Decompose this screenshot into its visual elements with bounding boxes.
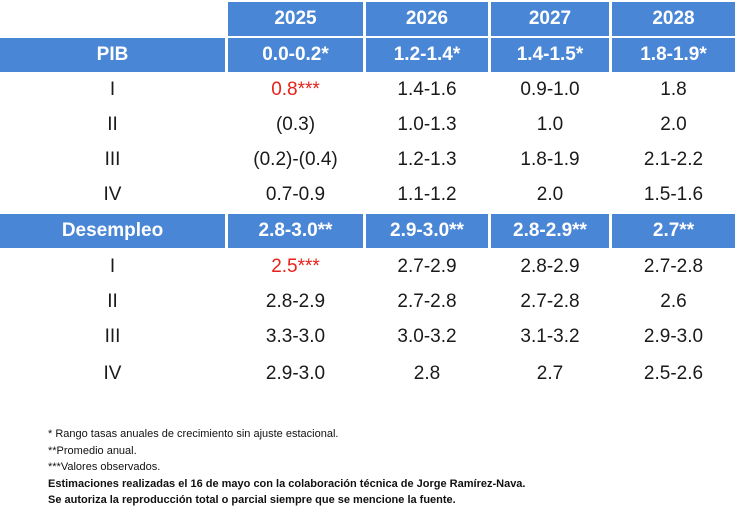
table-cell: 2.8-2.9	[265, 291, 326, 312]
pib-annual: 0.0-0.2*	[228, 38, 363, 72]
desempleo-header-row: Desempleo 2.8-3.0** 2.9-3.0** 2.8-2.9** …	[0, 214, 735, 248]
quarter-label: III	[104, 326, 121, 347]
observed-value: 2.5***	[271, 256, 320, 277]
table-cell: 2.8-2.9	[520, 256, 580, 277]
footnote-range: * Rango tasas anuales de crecimiento sin…	[48, 428, 339, 440]
quarter-label: I	[109, 79, 116, 100]
table-cell: 2.9-3.0	[643, 326, 704, 347]
table-cell: 2.7-2.8	[643, 256, 704, 277]
footnote-reproduction: Se autoriza la reproducción total o parc…	[48, 494, 456, 506]
table-cell: 2.7-2.8	[397, 291, 457, 312]
table-cell: 2.1-2.2	[643, 149, 704, 170]
table-row: I 2.5*** 2.7-2.9 2.8-2.9 2.7-2.8	[0, 250, 735, 284]
table-row: III 3.3-3.0 3.0-3.2 3.1-3.2 2.9-3.0	[0, 320, 735, 354]
quarter-label: II	[107, 291, 118, 312]
quarter-label: IV	[103, 184, 122, 205]
table-cell: 3.3-3.0	[265, 326, 326, 347]
pib-annual: 1.2-1.4*	[366, 38, 488, 72]
table-row: III (0.2)-(0.4) 1.2-1.3 1.8-1.9 2.1-2.2	[0, 143, 735, 177]
quarter-label: IV	[103, 363, 122, 384]
pib-annual: 1.4-1.5*	[491, 38, 609, 72]
year-header: 2025	[228, 2, 363, 36]
table-cell: 3.0-3.2	[397, 326, 457, 347]
table-cell: 1.2-1.3	[397, 149, 457, 170]
table-cell: 0.7-0.9	[265, 184, 326, 205]
quarter-label: I	[109, 256, 116, 277]
year-header-row: 2025 2026 2027 2028	[0, 2, 735, 36]
observed-value: 0.8***	[271, 79, 320, 100]
table-cell: 2.5-2.6	[643, 363, 704, 384]
table-cell: 2.0	[660, 114, 687, 135]
table-cell: 2.9-3.0	[265, 363, 326, 384]
table-cell: (0.3)	[275, 114, 316, 135]
desempleo-annual: 2.9-3.0**	[366, 214, 488, 248]
footnote-credits: Estimaciones realizadas el 16 de mayo co…	[48, 477, 526, 490]
footnote-annual-average: **Promedio anual.	[48, 444, 137, 457]
pib-label: PIB	[0, 38, 225, 72]
table-cell: 2.7-2.8	[520, 291, 580, 312]
year-header: 2027	[491, 2, 609, 36]
table-cell: 1.8	[660, 79, 687, 100]
pib-annual: 1.8-1.9*	[612, 38, 735, 72]
table-cell: 1.0	[536, 114, 564, 135]
table-cell: 1.5-1.6	[643, 184, 704, 205]
table-cell: 1.4-1.6	[397, 79, 457, 100]
table-cell: 3.1-3.2	[520, 326, 580, 347]
desempleo-annual: 2.8-2.9**	[491, 214, 609, 248]
table-cell: 2.7	[536, 363, 564, 384]
year-header: 2028	[612, 2, 735, 36]
pib-header-row: PIB 0.0-0.2* 1.2-1.4* 1.4-1.5* 1.8-1.9*	[0, 38, 735, 72]
desempleo-label: Desempleo	[0, 214, 225, 248]
table-cell: 2.6	[660, 291, 687, 312]
table-cell: 0.9-1.0	[520, 79, 580, 100]
table-cell: 2.7-2.9	[397, 256, 457, 277]
table-row: II 2.8-2.9 2.7-2.8 2.7-2.8 2.6	[0, 285, 735, 319]
table-row: IV 2.9-3.0 2.8 2.7 2.5-2.6	[0, 357, 735, 391]
table-cell: 1.0-1.3	[397, 114, 457, 135]
table-cell: 1.1-1.2	[397, 184, 457, 205]
table-row: I 0.8*** 1.4-1.6 0.9-1.0 1.8	[0, 73, 735, 107]
table-row: II (0.3) 1.0-1.3 1.0 2.0	[0, 108, 735, 142]
header-blank-cell	[0, 2, 225, 36]
footnote-observed: ***Valores observados.	[48, 461, 161, 473]
table-cell: 2.8	[413, 363, 441, 384]
quarter-label: III	[104, 149, 121, 170]
desempleo-annual: 2.7**	[612, 214, 735, 248]
year-header: 2026	[366, 2, 488, 36]
table-cell: 2.0	[536, 184, 564, 205]
table-row: IV 0.7-0.9 1.1-1.2 2.0 1.5-1.6	[0, 178, 735, 212]
quarter-label: II	[107, 114, 118, 135]
desempleo-annual: 2.8-3.0**	[228, 214, 363, 248]
footnotes: * Rango tasas anuales de crecimiento sin…	[48, 426, 525, 509]
table-cell: (0.2)-(0.4)	[253, 149, 338, 170]
table-cell: 1.8-1.9	[520, 149, 580, 170]
